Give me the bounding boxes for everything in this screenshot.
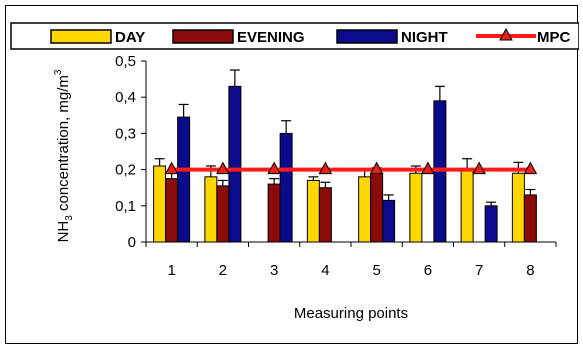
y-axis-title: NH3 concentration, mg/m3 <box>53 69 75 242</box>
mpc-line-group <box>164 161 538 175</box>
bar-night <box>382 199 396 243</box>
bar-night <box>228 85 242 243</box>
bar-evening <box>267 183 281 243</box>
y-axis-title-superscript: 3 <box>53 69 64 75</box>
y-tick-label: 0 <box>128 234 136 251</box>
bar-day <box>306 179 320 243</box>
x-tick-label: 2 <box>219 262 227 279</box>
legend-swatch-day <box>50 29 112 44</box>
mpc-marker <box>369 161 384 175</box>
legend-label-night: NIGHT <box>401 29 448 46</box>
bar-evening <box>216 185 230 243</box>
legend-item-day: DAY <box>50 29 145 46</box>
legend-item-mpc: MPC <box>476 27 571 46</box>
mpc-marker <box>318 161 333 175</box>
legend-marker-mpc <box>499 27 513 41</box>
bar-night <box>484 205 498 243</box>
bar-day <box>358 176 372 243</box>
legend-item-night: NIGHT <box>336 29 448 46</box>
bar-evening <box>165 178 179 243</box>
bar-day <box>460 169 474 243</box>
bar-day <box>153 165 167 243</box>
bar-day <box>511 172 525 243</box>
y-axis-title-subscript: 3 <box>64 215 75 221</box>
legend-label-evening: EVENING <box>237 29 305 46</box>
y-tick-label: 0,5 <box>115 53 136 70</box>
mpc-marker <box>421 161 435 175</box>
bar-evening <box>318 187 332 243</box>
y-tick-label: 0,2 <box>115 162 136 179</box>
bar-evening <box>370 172 384 243</box>
x-tick-label: 6 <box>424 262 432 279</box>
mpc-marker <box>216 161 230 175</box>
legend-item-evening: EVENING <box>172 29 305 46</box>
x-tick-label: 4 <box>321 262 329 279</box>
bar-night <box>177 116 191 243</box>
chart: DAY EVENING NIGHT MPC NH3 concentration,… <box>10 22 579 322</box>
y-axis-title-middle: concentration, mg/m <box>55 75 72 215</box>
y-tick-label: 0,3 <box>115 125 136 142</box>
bar-night <box>279 132 293 243</box>
x-tick-label: 3 <box>270 262 278 279</box>
mpc-marker <box>267 161 281 175</box>
x-tick-label: 7 <box>475 262 483 279</box>
bar-evening <box>523 194 537 243</box>
bars <box>153 69 537 243</box>
x-tick-label: 1 <box>167 262 175 279</box>
legend-swatch-night <box>336 29 398 44</box>
y-axis-title-prefix: NH <box>55 221 72 243</box>
legend-label-mpc: MPC <box>537 29 571 46</box>
chart-frame: DAY EVENING NIGHT MPC NH3 concentration,… <box>5 5 579 344</box>
legend: DAY EVENING NIGHT MPC <box>10 22 579 50</box>
x-tick-label: 5 <box>372 262 380 279</box>
mpc-marker <box>164 161 179 175</box>
bar-day <box>204 176 218 243</box>
bar-day <box>409 172 423 243</box>
legend-swatch-evening <box>172 29 234 44</box>
x-tick-label: 8 <box>526 262 534 279</box>
mpc-marker <box>472 161 486 175</box>
mpc-marker <box>523 161 538 175</box>
y-tick-label: 0,4 <box>115 89 136 106</box>
legend-label-day: DAY <box>115 29 145 46</box>
y-tick-label: 0,1 <box>115 198 136 215</box>
x-axis-title: Measuring points <box>294 305 408 322</box>
